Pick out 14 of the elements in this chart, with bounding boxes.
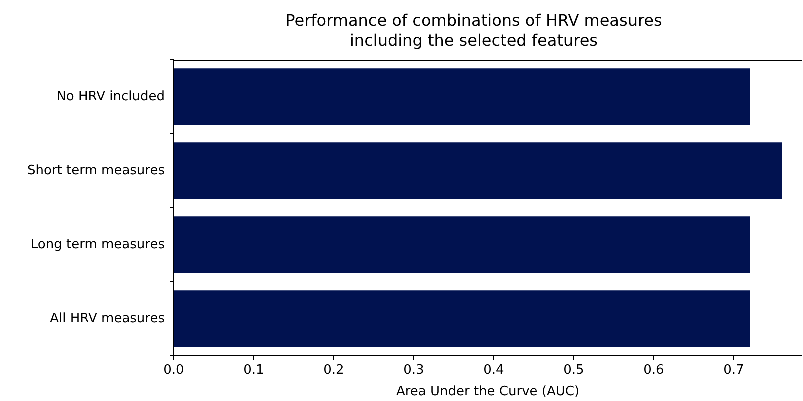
chart-title: Performance of combinations of HRV measures including the selected features: [286, 11, 662, 50]
x-tick-label: 0.6: [644, 363, 664, 378]
y-tick-label: Short term measures: [28, 163, 166, 178]
x-tick-label: 0.5: [564, 363, 584, 378]
x-tick-label: 0.7: [724, 363, 744, 378]
y-tick-label: All HRV measures: [50, 311, 166, 326]
x-tick-label: 0.4: [484, 363, 504, 378]
x-tick-label: 0.3: [404, 363, 424, 378]
x-tick-label: 0.2: [324, 363, 344, 378]
x-axis-title: Area Under the Curve (AUC): [396, 384, 580, 400]
y-tick-label: Long term measures: [30, 237, 166, 252]
x-tick-label: 0.1: [244, 363, 264, 378]
y-tick-label: No HRV included: [56, 89, 165, 104]
x-tick-label: 0.0: [164, 363, 184, 378]
